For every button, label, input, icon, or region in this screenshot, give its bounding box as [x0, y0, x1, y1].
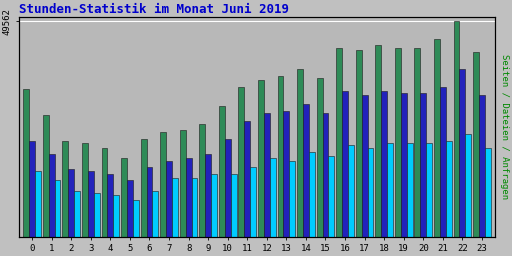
- Bar: [141, 139, 146, 237]
- Bar: [146, 167, 153, 237]
- Bar: [225, 139, 230, 237]
- Bar: [407, 143, 413, 237]
- Bar: [172, 178, 178, 237]
- Bar: [219, 106, 225, 237]
- Bar: [35, 172, 41, 237]
- Bar: [191, 178, 198, 237]
- Bar: [381, 91, 387, 237]
- Bar: [205, 154, 211, 237]
- Y-axis label: Seiten / Dateien / Anfragen: Seiten / Dateien / Anfragen: [500, 54, 509, 199]
- Bar: [94, 193, 100, 237]
- Bar: [395, 48, 401, 237]
- Bar: [336, 48, 342, 237]
- Bar: [113, 195, 119, 237]
- Bar: [289, 161, 295, 237]
- Bar: [186, 158, 191, 237]
- Text: Stunden-Statistik im Monat Juni 2019: Stunden-Statistik im Monat Juni 2019: [19, 3, 289, 16]
- Bar: [82, 143, 88, 237]
- Bar: [309, 152, 315, 237]
- Bar: [446, 141, 452, 237]
- Bar: [160, 132, 166, 237]
- Bar: [342, 91, 348, 237]
- Bar: [264, 113, 270, 237]
- Bar: [454, 21, 459, 237]
- Bar: [479, 95, 485, 237]
- Bar: [375, 45, 381, 237]
- Bar: [250, 167, 256, 237]
- Bar: [153, 191, 158, 237]
- Bar: [426, 143, 432, 237]
- Bar: [485, 147, 491, 237]
- Bar: [270, 158, 275, 237]
- Bar: [459, 69, 465, 237]
- Bar: [166, 161, 172, 237]
- Bar: [387, 143, 393, 237]
- Bar: [440, 87, 446, 237]
- Bar: [55, 180, 60, 237]
- Bar: [74, 191, 80, 237]
- Bar: [303, 104, 309, 237]
- Bar: [68, 169, 74, 237]
- Bar: [415, 48, 420, 237]
- Bar: [133, 200, 139, 237]
- Bar: [348, 145, 354, 237]
- Bar: [49, 154, 55, 237]
- Bar: [180, 130, 186, 237]
- Bar: [258, 80, 264, 237]
- Bar: [24, 89, 29, 237]
- Bar: [127, 180, 133, 237]
- Bar: [473, 52, 479, 237]
- Bar: [62, 141, 68, 237]
- Bar: [108, 174, 113, 237]
- Bar: [434, 39, 440, 237]
- Bar: [244, 121, 250, 237]
- Bar: [323, 113, 328, 237]
- Bar: [101, 147, 108, 237]
- Bar: [297, 69, 303, 237]
- Bar: [368, 147, 373, 237]
- Bar: [278, 76, 284, 237]
- Bar: [317, 78, 323, 237]
- Bar: [420, 93, 426, 237]
- Bar: [356, 50, 361, 237]
- Bar: [121, 158, 127, 237]
- Bar: [361, 95, 368, 237]
- Bar: [199, 124, 205, 237]
- Bar: [239, 87, 244, 237]
- Bar: [328, 156, 334, 237]
- Bar: [29, 141, 35, 237]
- Bar: [465, 134, 471, 237]
- Bar: [211, 174, 217, 237]
- Bar: [284, 111, 289, 237]
- Bar: [43, 115, 49, 237]
- Bar: [401, 93, 407, 237]
- Bar: [230, 174, 237, 237]
- Bar: [88, 172, 94, 237]
